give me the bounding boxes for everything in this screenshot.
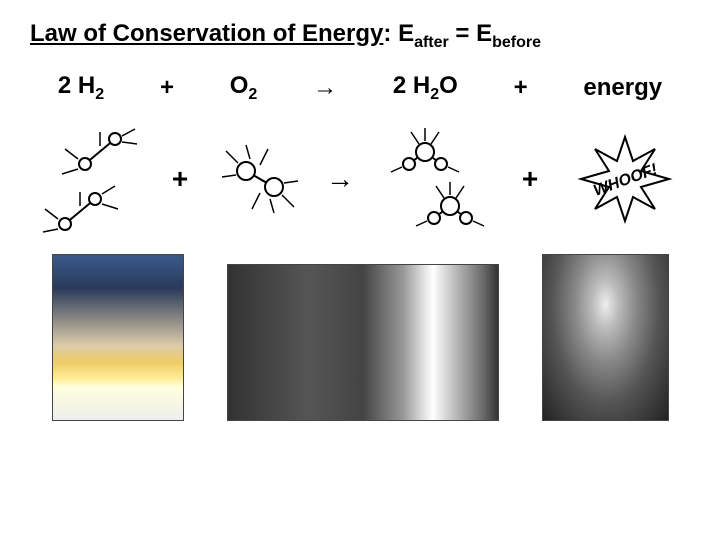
- eq-plus1: +: [160, 74, 174, 102]
- equation-row: 2 H2 + O2 → 2 H2O + energy: [30, 72, 690, 104]
- title-e1: E: [398, 20, 414, 47]
- eq-o2-coef: O: [230, 72, 249, 99]
- diagram-row: + →: [30, 124, 690, 234]
- eq-o2: O2: [230, 72, 258, 104]
- diag-plus2: +: [510, 163, 550, 195]
- h2-svg: [40, 124, 140, 234]
- eq-h2o-sub1: 2: [430, 86, 439, 103]
- eq-h2-sub: 2: [95, 86, 104, 103]
- eq-o2-sub: 2: [248, 86, 257, 103]
- eq-energy: energy: [583, 74, 662, 102]
- page-title: Law of Conservation of Energy: Eafter = …: [30, 20, 690, 52]
- title-sub2: before: [492, 34, 541, 51]
- o2-molecule: [220, 124, 300, 234]
- whoof-burst: WHOOF!: [570, 129, 680, 229]
- o2-svg: [220, 124, 300, 234]
- shuttle-photo: [52, 254, 184, 421]
- mushroom-photo: [542, 254, 669, 421]
- photo-row: [30, 254, 690, 421]
- h2-molecules: [40, 124, 140, 234]
- whoof-svg: WHOOF!: [570, 129, 680, 229]
- eq-h2-coef: 2 H: [58, 72, 95, 99]
- title-underlined: Law of Conservation of Energy: [30, 20, 383, 47]
- hindenburg-photo: [227, 264, 499, 421]
- eq-h2o-mid: O: [439, 72, 458, 99]
- diag-arrow: →: [320, 163, 360, 195]
- h2o-svg: [380, 124, 490, 234]
- h2o-molecules: [380, 124, 490, 234]
- diag-plus1: +: [160, 163, 200, 195]
- eq-plus2: +: [514, 74, 528, 102]
- eq-h2o-pre: 2 H: [393, 72, 430, 99]
- title-eq: = E: [449, 20, 492, 47]
- eq-h2o: 2 H2O: [393, 72, 458, 104]
- title-sub1: after: [414, 34, 449, 51]
- eq-h2: 2 H2: [58, 72, 104, 104]
- eq-arrow1: →: [313, 74, 337, 102]
- title-colon: :: [383, 20, 398, 47]
